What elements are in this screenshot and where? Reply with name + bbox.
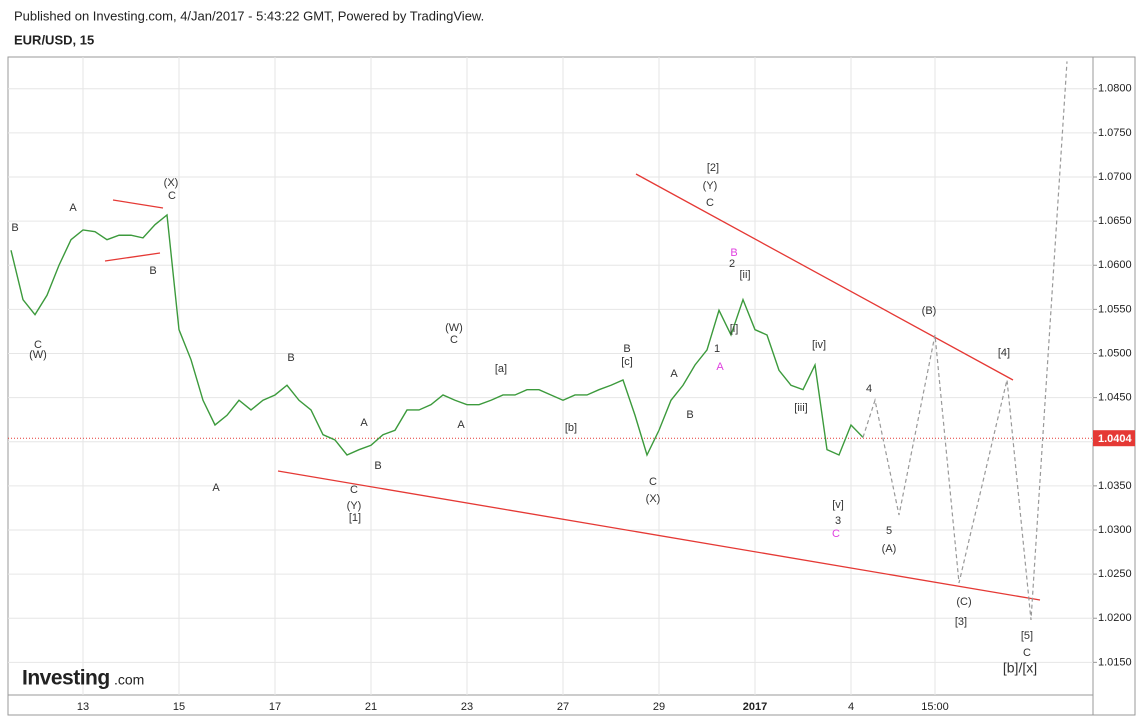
wave-label: 2 xyxy=(729,258,735,270)
wave-label: (C) xyxy=(956,596,971,608)
published-note: Published on Investing.com, 4/Jan/2017 -… xyxy=(14,8,484,23)
wave-label: [3] xyxy=(955,616,967,628)
wave-label: (Y) xyxy=(347,500,362,512)
wave-label: A xyxy=(212,482,220,494)
x-tick-label: 17 xyxy=(269,701,281,713)
wave-label: [i] xyxy=(730,323,739,335)
wave-label: [2] xyxy=(707,162,719,174)
y-tick-label: 1.0200 xyxy=(1098,612,1132,624)
wave-label: A xyxy=(716,361,724,373)
plot xyxy=(8,61,1093,621)
logo-brand: Investing xyxy=(22,667,110,690)
wave-label: 5 xyxy=(886,525,892,537)
wave-label: C xyxy=(350,484,358,496)
wave-label: [v] xyxy=(832,499,844,511)
trend-line xyxy=(635,173,1014,381)
wave-label: [iv] xyxy=(812,339,826,351)
x-tick-label: 23 xyxy=(461,701,473,713)
y-tick-label: 1.0800 xyxy=(1098,83,1132,95)
wave-label: [b] xyxy=(565,422,577,434)
last-price-label: 1.0404 xyxy=(1098,433,1133,445)
price-line xyxy=(10,213,864,457)
wave-label: (A) xyxy=(882,543,897,555)
wave-label: (X) xyxy=(164,177,179,189)
x-tick-label: 29 xyxy=(653,701,665,713)
y-tick-label: 1.0350 xyxy=(1098,480,1132,492)
wave-label: [iii] xyxy=(794,402,807,414)
trend-line xyxy=(104,252,161,262)
y-tick-label: 1.0300 xyxy=(1098,524,1132,536)
wave-label: (W) xyxy=(445,322,463,334)
wave-label: [a] xyxy=(495,363,507,375)
wave-label: B xyxy=(686,409,693,421)
last-price-box xyxy=(1093,430,1135,447)
wave-label: (Y) xyxy=(703,180,718,192)
wave-label: B xyxy=(374,460,381,472)
y-tick-label: 1.0450 xyxy=(1098,392,1132,404)
wave-label: [4] xyxy=(998,347,1010,359)
wave-label: C xyxy=(34,339,42,351)
y-tick-label: 1.0750 xyxy=(1098,127,1132,139)
wave-label: B xyxy=(730,247,737,259)
wave-label: A xyxy=(670,368,678,380)
price-line xyxy=(862,61,1068,621)
x-tick-label: 15 xyxy=(173,701,185,713)
wave-label: [ii] xyxy=(740,269,751,281)
y-tick-label: 1.0250 xyxy=(1098,568,1132,580)
wave-label: C xyxy=(832,528,840,540)
logo-suffix: .com xyxy=(114,672,144,688)
x-tick-label: 4 xyxy=(848,701,854,713)
wave-label: A xyxy=(360,417,368,429)
wave-label: [c] xyxy=(621,356,633,368)
chart-frame xyxy=(7,56,1136,716)
x-tick-label: 2017 xyxy=(743,701,767,713)
symbol: EUR/USD, 15 xyxy=(14,32,94,47)
wave-label: 3 xyxy=(835,515,841,527)
wave-label: C xyxy=(649,476,657,488)
wave-label: B xyxy=(11,222,18,234)
wave-label: B xyxy=(287,352,294,364)
y-tick-label: 1.0600 xyxy=(1098,259,1132,271)
trend-line xyxy=(277,470,1041,601)
wave-label: C xyxy=(168,190,176,202)
y-tick-label: 1.0550 xyxy=(1098,303,1132,315)
wave-label: [1] xyxy=(349,512,361,524)
wave-label: 1 xyxy=(714,343,720,355)
x-tick-label: 13 xyxy=(77,701,89,713)
y-tick-label: 1.0650 xyxy=(1098,215,1132,227)
wave-label: [5] xyxy=(1021,630,1033,642)
wave-label: A xyxy=(69,202,77,214)
wave-label: A xyxy=(457,419,465,431)
wave-label: B xyxy=(149,265,156,277)
y-tick-label: 1.0700 xyxy=(1098,171,1132,183)
wave-label: (W) xyxy=(29,349,47,361)
x-tick-label: 15:00 xyxy=(921,701,949,713)
wave-label: C xyxy=(450,334,458,346)
wave-label: [b]/[x] xyxy=(1003,660,1037,676)
x-tick-label: 21 xyxy=(365,701,377,713)
wave-label: C xyxy=(706,197,714,209)
wave-label: C xyxy=(1023,647,1031,659)
y-tick-label: 1.0150 xyxy=(1098,656,1132,668)
wave-label: B xyxy=(623,343,630,355)
grid xyxy=(8,57,1093,695)
wave-label: (X) xyxy=(646,493,661,505)
wave-label: (B) xyxy=(922,305,937,317)
wave-label: 4 xyxy=(866,383,872,395)
x-tick-label: 27 xyxy=(557,701,569,713)
trend-line xyxy=(112,199,164,209)
y-tick-label: 1.0500 xyxy=(1098,347,1132,359)
